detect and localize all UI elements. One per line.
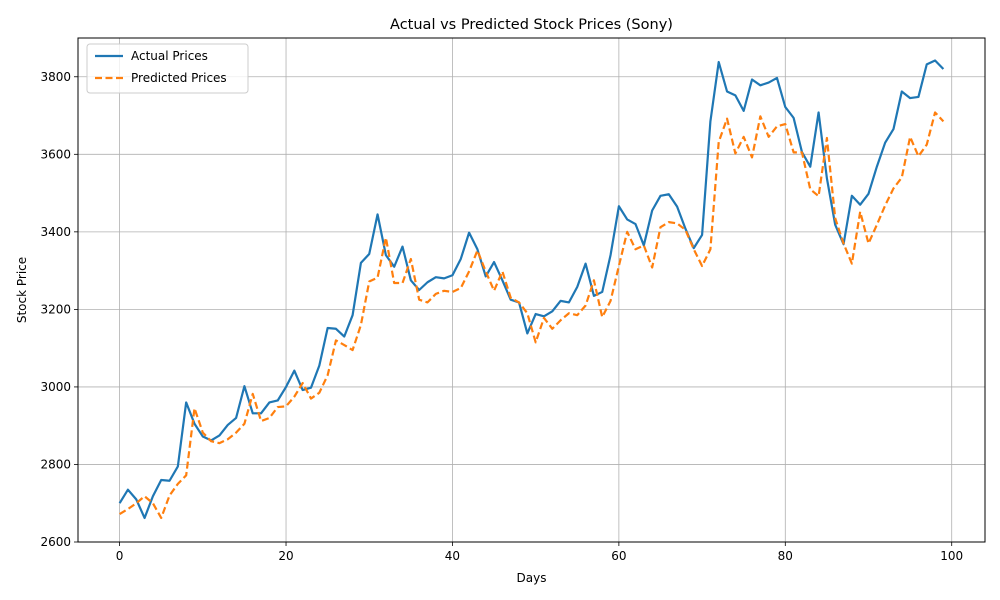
- axis-ticks: 0 20 40 60 80 100 2600 2800 3000 3200 3400 3600 3800: [40, 70, 963, 563]
- plot-area-frame: [77, 37, 986, 543]
- series-line-actual: [118, 59, 945, 520]
- y-tick-label: 2600: [40, 535, 71, 549]
- legend: Actual Prices Predicted Prices: [86, 43, 249, 94]
- x-tick-label: 0: [116, 549, 124, 563]
- y-tick-label: 2800: [40, 457, 71, 471]
- y-tick-label: 3000: [40, 380, 71, 394]
- legend-label-actual: Actual Prices: [131, 49, 208, 63]
- x-tick-label: 40: [445, 549, 460, 563]
- y-axis-label: Stock Price: [15, 257, 29, 323]
- y-tick-label: 3400: [40, 225, 71, 239]
- x-axis-label: Days: [517, 571, 547, 585]
- x-tick-label: 20: [278, 549, 293, 563]
- series-lines: [118, 59, 945, 520]
- chart-title: Actual vs Predicted Stock Prices (Sony): [390, 17, 673, 33]
- y-tick-label: 3200: [40, 302, 71, 316]
- x-tick-label: 80: [778, 549, 793, 563]
- x-tick-label: 60: [611, 549, 626, 563]
- x-tick-label: 100: [940, 549, 963, 563]
- legend-label-predicted: Predicted Prices: [131, 71, 227, 85]
- y-tick-label: 3800: [40, 70, 71, 84]
- y-tick-label: 3600: [40, 147, 71, 161]
- series-line-predicted: [119, 111, 945, 520]
- legend-box: [86, 43, 249, 94]
